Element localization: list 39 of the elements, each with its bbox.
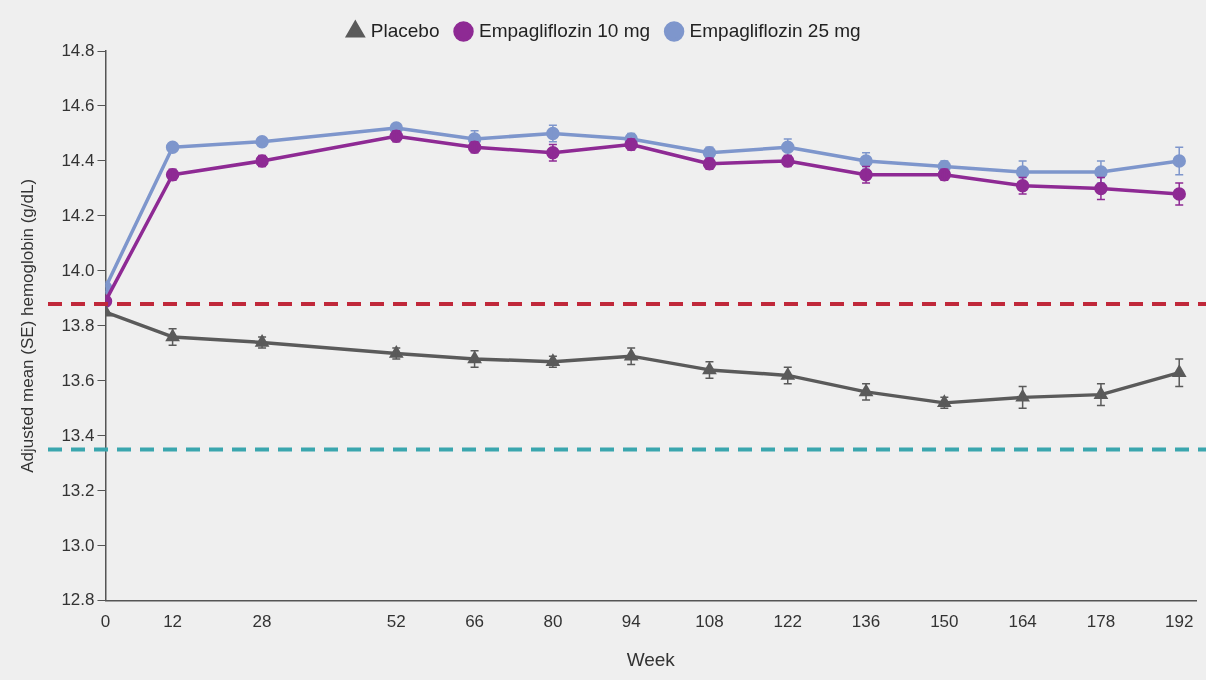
y-axis-title: Adjusted mean (SE) hemoglobin (g/dL) (17, 178, 37, 473)
y-tick-label: 13.2 (61, 480, 95, 500)
point (1173, 365, 1186, 377)
x-tick-label: 122 (773, 611, 802, 631)
x-tick-label: 12 (163, 611, 183, 631)
x-tick-label: 0 (100, 611, 111, 631)
legend-label: Empagliflozin 25 mg (689, 19, 861, 41)
point (166, 330, 179, 342)
y-tick-label: 14.8 (61, 40, 95, 60)
x-tick-label: 94 (621, 611, 641, 631)
y-tick-label: 13.8 (61, 315, 95, 335)
x-tick-label: 136 (851, 611, 881, 631)
y-tick-label: 12.8 (61, 590, 95, 610)
y-tick-label: 13.4 (61, 425, 95, 445)
point (1016, 390, 1029, 402)
legend-label: Placebo (370, 19, 440, 41)
x-axis-title: Week (626, 648, 676, 670)
x-tick-label: 80 (543, 611, 563, 631)
legend-label: Empagliflozin 10 mg (479, 19, 651, 41)
y-tick-label: 14.0 (61, 260, 95, 280)
y-tick-label: 14.6 (61, 95, 95, 115)
point (255, 134, 269, 149)
y-tick-label: 13.6 (61, 370, 95, 390)
x-tick-label: 66 (465, 611, 485, 631)
point (468, 352, 481, 364)
x-tick-label: 108 (695, 611, 724, 631)
point (165, 140, 180, 154)
x-tick-label: 28 (252, 611, 272, 631)
y-tick-label: 13.0 (61, 535, 95, 555)
x-tick-label: 178 (1086, 611, 1116, 631)
x-tick-label: 52 (386, 611, 406, 631)
x-tick-label: 164 (1008, 611, 1037, 631)
point (781, 368, 794, 380)
x-tick-label: 192 (1165, 611, 1194, 631)
y-tick-label: 14.2 (61, 205, 95, 225)
point (1094, 387, 1108, 399)
point (703, 363, 716, 375)
y-tick-label: 14.4 (61, 150, 95, 170)
x-tick-label: 150 (930, 611, 959, 631)
